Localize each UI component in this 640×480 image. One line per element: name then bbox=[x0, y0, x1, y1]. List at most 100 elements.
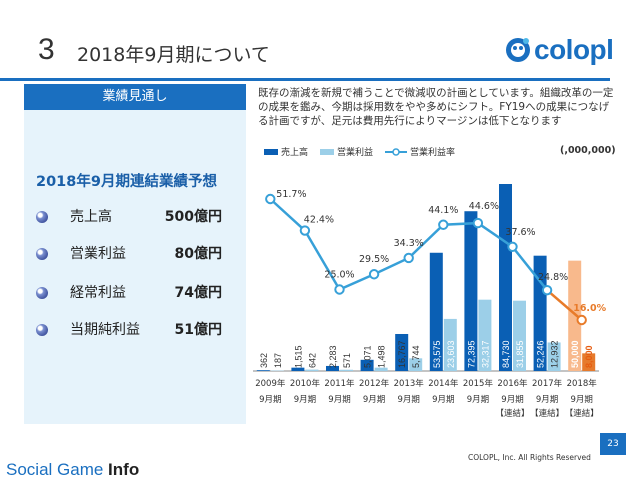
bullet-icon bbox=[36, 211, 48, 223]
x-tick-label-period: 9月期 bbox=[570, 395, 592, 405]
legend-swatch bbox=[264, 148, 278, 155]
margin-value-label: 29.5% bbox=[359, 254, 389, 265]
sales-value-label: 16,767 bbox=[397, 340, 407, 368]
margin-point bbox=[472, 217, 484, 229]
x-tick-label-period: 9月期 bbox=[501, 395, 523, 405]
legend-item-operating-income: 営業利益 bbox=[320, 145, 373, 158]
x-tick-label-year: 2014年 bbox=[428, 378, 459, 389]
operating-income-value-label: 12,932 bbox=[550, 340, 560, 368]
operating-income-bar bbox=[409, 358, 423, 371]
x-tick-label-period: 9月期 bbox=[328, 395, 350, 405]
operating-income-bar bbox=[582, 353, 596, 371]
forecast-label: 経常利益 bbox=[70, 285, 126, 301]
x-tick-label-note: 【連結】 bbox=[495, 408, 529, 419]
operating-income-bar bbox=[305, 369, 319, 371]
colopl-logo-icon bbox=[506, 38, 530, 62]
bullet-icon bbox=[36, 324, 48, 336]
chart-legend: 売上高 営業利益 営業利益率 bbox=[264, 145, 467, 158]
sales-bar bbox=[499, 184, 512, 371]
margin-value-label: 44.6% bbox=[469, 201, 499, 212]
forecast-label: 営業利益 bbox=[70, 246, 126, 262]
legend-line-swatch bbox=[385, 147, 408, 156]
chart-units: (,000,000) bbox=[560, 145, 616, 156]
watermark-regular: Social Game bbox=[6, 460, 109, 479]
sales-bar bbox=[568, 260, 582, 371]
margin-value-label: 51.7% bbox=[276, 189, 306, 200]
x-tick-label-note: 【連結】 bbox=[565, 408, 599, 419]
operating-income-value-label: 23,603 bbox=[446, 340, 456, 368]
copyright: COLOPL, Inc. All Rights Reserved bbox=[468, 453, 591, 462]
margin-point bbox=[368, 269, 380, 280]
watermark: Social Game Info bbox=[6, 460, 139, 480]
sales-bar bbox=[360, 359, 374, 371]
forecast-value: 74億円 bbox=[174, 285, 222, 301]
legend-label: 営業利益 bbox=[337, 148, 374, 158]
legend-item-margin: 営業利益率 bbox=[385, 145, 455, 158]
margin-value-label: 25.0% bbox=[324, 269, 354, 280]
x-tick-label-year: 2017年 bbox=[532, 378, 563, 389]
watermark-bold: Info bbox=[108, 460, 140, 479]
logo: colopl bbox=[504, 34, 614, 66]
margin-line-forecast-segment bbox=[546, 289, 583, 321]
left-panel bbox=[24, 84, 246, 424]
sales-bar bbox=[464, 211, 478, 371]
x-tick-label-period: 9月期 bbox=[536, 395, 558, 405]
forecast-row-ordinary-income: 経常利益 74億円 bbox=[36, 282, 236, 306]
margin-value-label: 44.1% bbox=[428, 205, 458, 216]
forecast-title: 2018年9月期連結業績予想 bbox=[36, 174, 217, 190]
margin-value-label: 37.6% bbox=[505, 227, 535, 238]
forecast-value: 51億円 bbox=[174, 322, 222, 338]
sales-value-label: 1,515 bbox=[293, 345, 303, 368]
x-tick-label-year: 2009年 bbox=[255, 378, 286, 389]
performance-chart: 362 187 2009年 9月期 1,515 642 2010年 9月期 2,283 571 20… bbox=[253, 184, 607, 419]
bullet-icon bbox=[36, 287, 48, 299]
header-rule bbox=[0, 78, 610, 81]
x-tick-label-period: 9月期 bbox=[467, 395, 489, 405]
margin-value-label: 16.0% bbox=[573, 303, 606, 314]
x-tick-label-period: 9月期 bbox=[294, 395, 316, 405]
x-tick-label-year: 2015年 bbox=[463, 378, 494, 389]
operating-income-value-label: 187 bbox=[273, 353, 283, 368]
sales-value-label: 72,395 bbox=[466, 340, 476, 368]
margin-point bbox=[334, 284, 345, 295]
x-tick-label-year: 2011年 bbox=[324, 378, 355, 389]
x-tick-label-period: 9月期 bbox=[363, 395, 385, 405]
margin-point bbox=[576, 314, 587, 326]
sales-bar bbox=[291, 367, 305, 371]
sales-value-label: 50,000 bbox=[570, 340, 580, 368]
x-tick-label-year: 2016年 bbox=[497, 378, 528, 389]
forecast-value: 500億円 bbox=[164, 209, 222, 225]
forecast-row-net-income: 当期純利益 51億円 bbox=[36, 319, 236, 343]
legend-label: 営業利益率 bbox=[410, 148, 456, 158]
margin-value-label: 42.4% bbox=[304, 215, 334, 226]
sales-value-label: 52,246 bbox=[536, 340, 546, 368]
margin-point bbox=[265, 193, 276, 205]
operating-income-value-label: 32,317 bbox=[480, 340, 490, 368]
margin-point bbox=[403, 252, 414, 264]
operating-income-value-label: 5,744 bbox=[411, 345, 421, 368]
x-tick-label-year: 2012年 bbox=[359, 378, 390, 389]
legend-swatch bbox=[320, 148, 335, 155]
legend-item-sales: 売上高 bbox=[264, 145, 308, 158]
sales-bar bbox=[395, 333, 409, 371]
operating-income-bar bbox=[340, 369, 353, 371]
margin-value-label: 34.3% bbox=[394, 238, 424, 249]
forecast-row-operating-income: 営業利益 80億円 bbox=[36, 243, 236, 267]
sales-value-label: 84,730 bbox=[501, 340, 511, 368]
operating-income-value-label: 8,000 bbox=[584, 345, 594, 368]
logo-text: colopl bbox=[534, 34, 614, 65]
x-tick-label-period: 9月期 bbox=[259, 395, 281, 405]
bullet-icon bbox=[36, 248, 48, 260]
x-tick-label-year: 2018年 bbox=[567, 378, 598, 389]
forecast-label: 当期純利益 bbox=[70, 322, 140, 338]
operating-income-value-label: 642 bbox=[307, 353, 317, 368]
page-number: 23 bbox=[600, 433, 626, 455]
slide-number: 3 bbox=[38, 33, 55, 66]
description-text: 既存の漸減を新規で補うことで微減収の計画としています。組織改革の一定の成果を鑑み… bbox=[258, 87, 614, 127]
sales-value-label: 362 bbox=[259, 353, 269, 368]
margin-value-label: 24.8% bbox=[538, 272, 568, 283]
operating-income-bar bbox=[374, 367, 388, 371]
operating-income-bar bbox=[443, 318, 457, 371]
sales-value-label: 53,575 bbox=[432, 340, 442, 368]
sales-bar bbox=[326, 365, 339, 371]
